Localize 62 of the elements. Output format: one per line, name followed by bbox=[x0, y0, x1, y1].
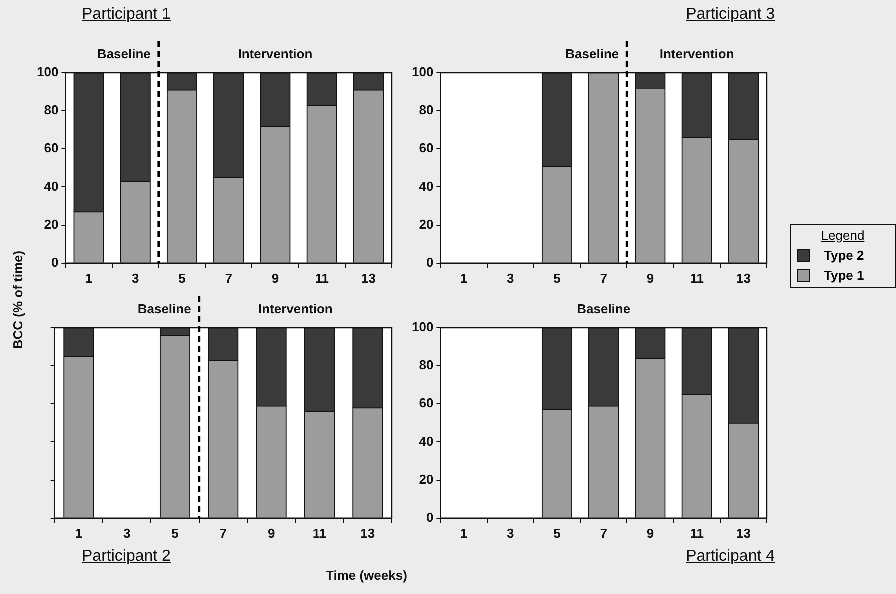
x-tick-label: 3 bbox=[506, 526, 514, 541]
text: Baseline bbox=[97, 46, 151, 62]
x-tick-label: 7 bbox=[225, 270, 232, 286]
x-tick-label: 11 bbox=[690, 526, 704, 541]
y-tick-label: 20 bbox=[419, 216, 434, 232]
x-tick-label: 7 bbox=[600, 526, 608, 541]
x-tick-label: 13 bbox=[361, 270, 376, 286]
x-tick-label: 11 bbox=[312, 526, 327, 541]
text: Participant 4 bbox=[686, 548, 775, 566]
x-tick-label: 13 bbox=[360, 526, 376, 541]
y-tick-label: 80 bbox=[419, 102, 434, 118]
x-tick-label: 1 bbox=[460, 526, 468, 541]
x-tick-label: 13 bbox=[736, 526, 751, 541]
x-tick-label: 9 bbox=[268, 526, 276, 541]
y-tick-label: 80 bbox=[419, 358, 434, 373]
x-tick-label: 3 bbox=[506, 270, 514, 286]
x-tick-label: 1 bbox=[75, 526, 83, 541]
x-tick-label: 9 bbox=[646, 526, 654, 541]
x-tick-label: 9 bbox=[646, 270, 654, 286]
y-tick-label: 20 bbox=[419, 472, 434, 487]
x-tick-label: 11 bbox=[690, 270, 704, 286]
text: Intervention bbox=[258, 302, 333, 317]
y-tick-label: 60 bbox=[419, 140, 434, 156]
x-tick-label: 5 bbox=[172, 526, 179, 541]
text: Baseline bbox=[577, 302, 631, 317]
x-axis-title: Time (weeks) bbox=[326, 568, 408, 583]
y-tick-label: 40 bbox=[419, 178, 434, 194]
y-tick-label: 100 bbox=[36, 64, 59, 80]
y-tick-label: 40 bbox=[419, 434, 434, 449]
x-tick-label: 5 bbox=[554, 526, 561, 541]
x-tick-label: 1 bbox=[460, 270, 468, 286]
x-tick-label: 5 bbox=[554, 270, 561, 286]
y-tick-label: 60 bbox=[44, 140, 59, 156]
legend-label: Type 1 bbox=[824, 268, 864, 283]
y-tick-label: 40 bbox=[44, 178, 59, 194]
x-tick-label: 3 bbox=[123, 526, 131, 541]
legend-title: Legend bbox=[820, 228, 866, 243]
x-tick-label: 7 bbox=[220, 526, 228, 541]
y-tick-label: 80 bbox=[44, 102, 59, 118]
y-tick-label: 0 bbox=[51, 254, 59, 270]
text: Baseline bbox=[138, 302, 192, 317]
x-tick-label: 5 bbox=[178, 270, 186, 286]
text: Intervention bbox=[660, 46, 734, 62]
x-tick-label: 11 bbox=[315, 270, 329, 286]
y-tick-label: 100 bbox=[412, 64, 434, 80]
y-tick-label: 0 bbox=[426, 510, 434, 525]
chart-title: Participant 3 bbox=[686, 6, 775, 24]
text: Intervention bbox=[238, 46, 313, 62]
y-tick-label: 0 bbox=[426, 254, 434, 270]
y-tick-label: 20 bbox=[44, 216, 59, 232]
x-tick-label: 1 bbox=[85, 270, 93, 286]
y-axis-title: BCC (% of time) bbox=[10, 250, 26, 350]
x-tick-label: 3 bbox=[132, 270, 140, 286]
x-tick-label: 9 bbox=[272, 270, 280, 286]
chart-title: Participant 1 bbox=[82, 6, 171, 24]
x-tick-label: 7 bbox=[600, 270, 608, 286]
text: Participant 2 bbox=[82, 548, 171, 566]
text: Baseline bbox=[566, 46, 620, 62]
x-tick-label: 13 bbox=[736, 270, 751, 286]
legend-label: Type 2 bbox=[824, 248, 864, 263]
y-tick-label: 100 bbox=[412, 320, 434, 335]
y-tick-label: 60 bbox=[419, 396, 434, 411]
